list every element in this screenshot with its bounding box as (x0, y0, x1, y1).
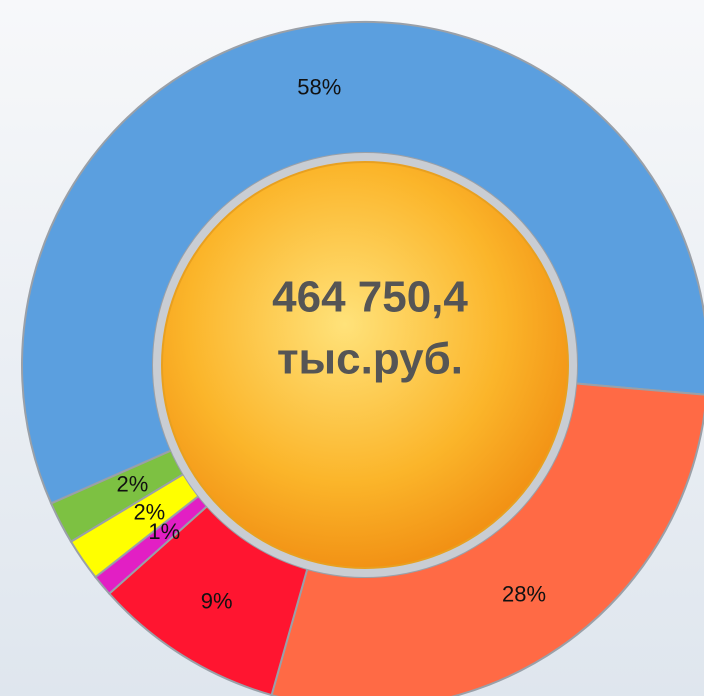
data-label: 9% (201, 588, 233, 613)
labels: 58% 28% 9% 1%2% 2% (116, 75, 546, 614)
data-label: 2% (116, 471, 148, 496)
center-value: 464 750,4 (272, 273, 468, 322)
data-label: 58% (297, 75, 341, 100)
data-label: 2% (133, 500, 165, 525)
center-disc (161, 161, 569, 569)
center-unit: тыс.руб. (277, 335, 463, 384)
data-label: 28% (502, 581, 546, 606)
data-label: 1% (148, 519, 180, 544)
